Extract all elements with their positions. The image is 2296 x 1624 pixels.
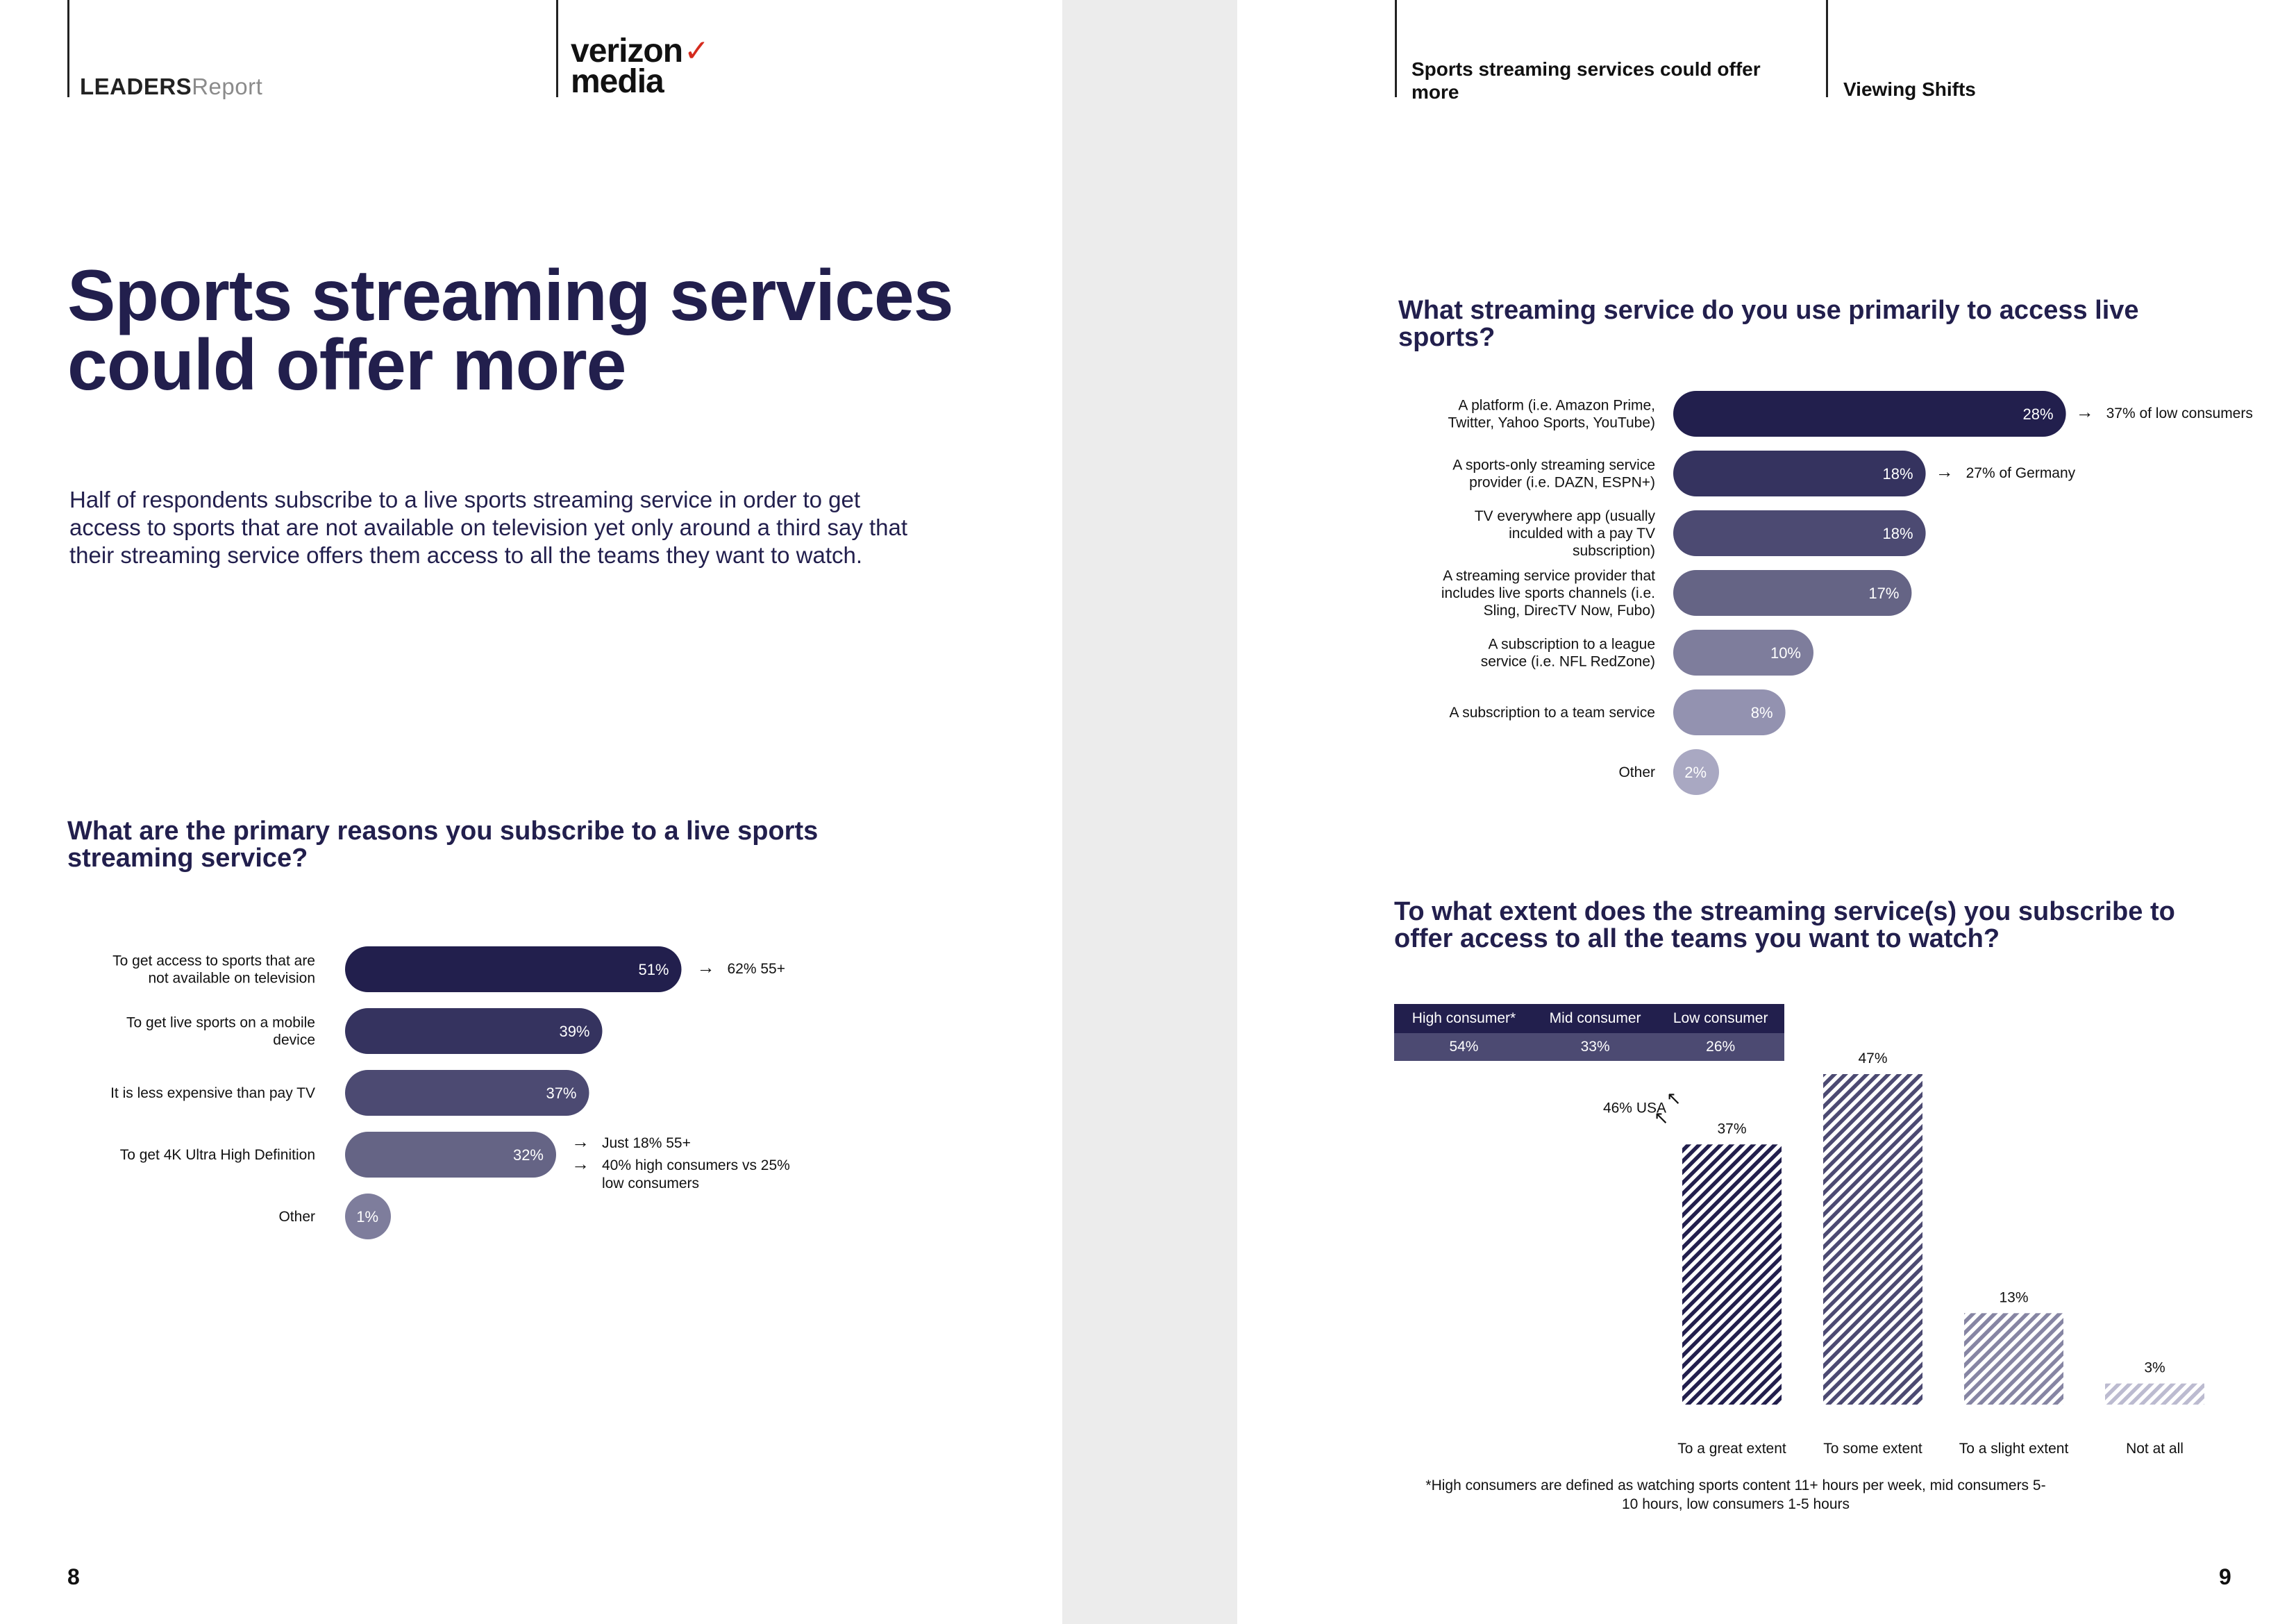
verizon-media-logo: verizon✓ media — [571, 33, 710, 100]
page-number: 8 — [67, 1564, 80, 1589]
page-gutter — [1062, 0, 1237, 1624]
question-reasons: What are the primary reasons you subscri… — [67, 817, 819, 873]
bar-value-label: 18% — [1883, 525, 1913, 542]
bar — [1964, 1313, 2063, 1405]
consumer-value: 33% — [1533, 1033, 1657, 1061]
page-title: Sports streaming services could offer mo… — [67, 256, 954, 405]
category-label: To a great extent — [1677, 1441, 1786, 1457]
annotation-text: 40% high consumers vs 25% — [602, 1157, 790, 1173]
bar — [1673, 451, 1926, 496]
bar — [345, 1194, 391, 1239]
annotation-arrow: → — [697, 957, 715, 978]
bar-value-label: 18% — [1883, 465, 1913, 483]
page-number: 9 — [2219, 1564, 2231, 1589]
header-divider — [556, 0, 558, 97]
annotation-arrow: → — [571, 1131, 589, 1152]
bar — [2105, 1383, 2204, 1405]
annotation-arrow: → — [2076, 401, 2094, 422]
bar — [1673, 749, 1719, 795]
bar — [345, 1070, 589, 1116]
category-label: not available on television — [149, 971, 316, 987]
annotation-arrow: → — [571, 1153, 589, 1174]
header-divider — [67, 0, 69, 97]
category-label: inculded with a pay TV — [1509, 526, 1655, 542]
category-label: subscription) — [1573, 543, 1655, 559]
category-label: To some extent — [1823, 1441, 1922, 1457]
bar-value-label: 2% — [1684, 764, 1707, 781]
bar-value-label: 37% — [546, 1085, 576, 1102]
bar — [1673, 689, 1786, 735]
category-label: provider (i.e. DAZN, ESPN+) — [1469, 475, 1655, 491]
bar-value-label: 51% — [638, 961, 669, 978]
annotation-text: 37% of low consumers — [2106, 405, 2253, 421]
category-label: service (i.e. NFL RedZone) — [1481, 654, 1655, 670]
bar — [1673, 510, 1926, 556]
category-label: Twitter, Yahoo Sports, YouTube) — [1448, 415, 1655, 431]
annotation-text: 27% of Germany — [1966, 465, 2076, 481]
category-label: It is less expensive than pay TV — [110, 1085, 315, 1101]
category-label: Sling, DirecTV Now, Fubo) — [1484, 603, 1655, 619]
bar — [1673, 570, 1912, 616]
bar-value-label: 17% — [1868, 585, 1899, 602]
category-label: A platform (i.e. Amazon Prime, — [1458, 398, 1655, 414]
category-label: To get access to sports that are — [112, 953, 315, 969]
category-label: To get live sports on a mobile — [126, 1015, 315, 1031]
bar — [1673, 630, 1813, 676]
bar-value-label: 39% — [559, 1023, 589, 1040]
header-divider — [1826, 0, 1828, 97]
annotation-text: low consumers — [602, 1175, 699, 1191]
annotation-text: 62% 55+ — [728, 961, 786, 977]
footnote: *High consumers are defined as watching … — [1425, 1477, 2046, 1512]
category-label: A subscription to a team service — [1450, 705, 1655, 721]
bar-value-label: 32% — [513, 1146, 544, 1164]
category-label: A streaming service provider that — [1443, 568, 1655, 584]
category-label: Other — [278, 1209, 315, 1225]
category-label: device — [273, 1032, 315, 1048]
chart-team-access-extent: 37% To a great extent 47% To some extent 13%… — [1603, 1050, 2204, 1457]
bar-value-label: 28% — [2023, 405, 2054, 423]
category-label: A subscription to a league — [1489, 637, 1656, 653]
bar — [1673, 391, 2066, 437]
bar — [345, 1008, 603, 1054]
consumer-header: Mid consumer — [1533, 1004, 1657, 1033]
consumer-value: 54% — [1394, 1033, 1534, 1061]
annotation-arrow: → — [1936, 461, 1954, 482]
header-divider — [1395, 0, 1397, 97]
annotation-arrow: ↖ — [1666, 1087, 1682, 1108]
annotation-arrow: ↖ — [1654, 1107, 1669, 1128]
leaders-report-logo: LEADERSReport — [80, 74, 263, 99]
consumer-table: High consumer* Mid consumer Low consumer… — [1394, 1004, 1784, 1061]
bar-value-label: 13% — [1999, 1289, 2028, 1305]
question-team-access: To what extent does the streaming servic… — [1394, 897, 2175, 953]
category-label: TV everywhere app (usually — [1475, 508, 1656, 524]
consumer-header: High consumer* — [1394, 1004, 1534, 1033]
bar-value-label: 8% — [1751, 704, 1773, 721]
category-label: A sports-only streaming service — [1452, 458, 1655, 474]
category-label: includes live sports channels (i.e. — [1441, 585, 1655, 601]
bar-value-label: 1% — [356, 1208, 378, 1225]
bar — [1682, 1144, 1782, 1405]
category-label: Not at all — [2126, 1441, 2184, 1457]
question-primary-service: What streaming service do you use primar… — [1398, 296, 2139, 352]
bar-value-label: 3% — [2144, 1360, 2165, 1376]
annotation-text: 46% USA — [1603, 1100, 1666, 1116]
bar-value-label: 37% — [1717, 1121, 1746, 1137]
category-label: To get 4K Ultra High Definition — [120, 1147, 315, 1163]
section-label: Sports streaming services could offer mo… — [1411, 58, 1761, 103]
bar-value-label: 10% — [1770, 644, 1801, 662]
bar — [1823, 1074, 1922, 1405]
category-label: To a slight extent — [1959, 1441, 2069, 1457]
chapter-label: Viewing Shifts — [1843, 78, 1976, 100]
consumer-header: Low consumer — [1657, 1004, 1784, 1033]
chart-subscribe-reasons: 51% To get access to sports that are not a… — [110, 946, 790, 1239]
bar — [345, 1132, 556, 1178]
intro-paragraph: Half of respondents subscribe to a live … — [69, 487, 908, 568]
bar — [345, 946, 682, 992]
annotation-text: Just 18% 55+ — [602, 1135, 691, 1151]
consumer-value: 26% — [1657, 1033, 1784, 1061]
category-label: Other — [1618, 764, 1655, 780]
chart-primary-service: 28% A platform (i.e. Amazon Prime,Twitter… — [1441, 391, 2253, 795]
left-page: LEADERSReport verizon✓ media Sports stre… — [0, 0, 1062, 1624]
bar-value-label: 47% — [1858, 1050, 1887, 1066]
